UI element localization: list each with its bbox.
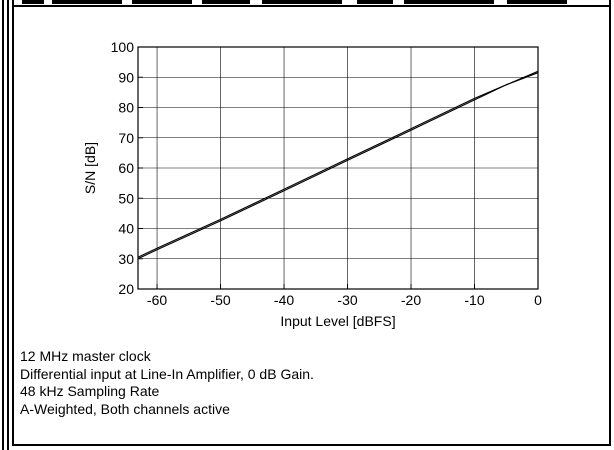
plot-area-frame	[137, 46, 539, 290]
grid-lines	[138, 46, 539, 290]
y-tick-labels: 20 30 40 50 60 70 80 90 100	[111, 39, 135, 297]
x-tick-labels: -60 -50 -40 -30 -20 -10 0	[147, 292, 542, 308]
left-edge-bar-inner	[7, 0, 9, 450]
x-tick-label: 0	[534, 292, 542, 308]
x-tick-label: -40	[274, 292, 294, 308]
y-tick-label: 90	[118, 69, 134, 85]
top-rule	[14, 5, 609, 7]
note-line: A-Weighted, Both channels active	[20, 400, 230, 417]
series-lines	[137, 70, 539, 260]
x-tick-label: -20	[401, 292, 421, 308]
x-axis-label: Input Level [dBFS]	[280, 313, 395, 329]
note-line: 12 MHz master clock	[20, 348, 151, 364]
series-line-2	[137, 70, 539, 260]
y-axis-label: S/N [dB]	[82, 142, 98, 194]
figure-frame	[12, 0, 611, 446]
y-tick-label: 30	[118, 251, 134, 267]
x-tick-label: -30	[337, 292, 357, 308]
x-tick-label: -10	[464, 292, 484, 308]
test-conditions: 12 MHz master clock Differential input a…	[20, 348, 600, 418]
y-tick-label: 60	[118, 160, 134, 176]
y-tick-label: 80	[118, 100, 134, 116]
y-tick-label: 100	[111, 39, 135, 55]
note-line: 48 kHz Sampling Rate	[20, 383, 160, 399]
y-tick-label: 40	[118, 221, 134, 237]
x-tick-label: -50	[210, 292, 230, 308]
sn-vs-input-level-chart: -60 -50 -40 -30 -20 -10 0 2030405060708090100 …	[82, 39, 542, 329]
x-tick-label: -60	[147, 292, 167, 308]
y-tick-label: 50	[118, 190, 134, 206]
y-tick-label: 20	[118, 281, 134, 297]
cropped-caption-strip	[12, 0, 611, 6]
y-tick-label: 70	[118, 130, 134, 146]
note-line: Differential input at Line-In Amplifier,…	[20, 365, 314, 382]
left-edge-bar	[2, 0, 4, 450]
